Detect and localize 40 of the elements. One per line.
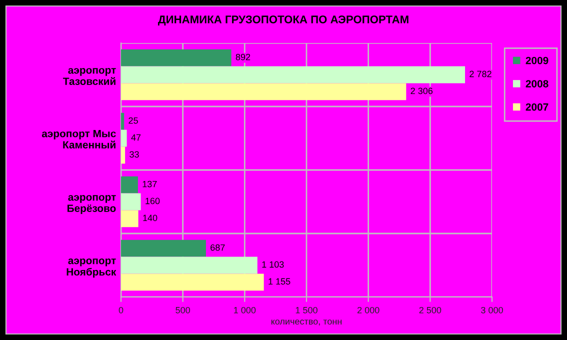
data-label: 1 103	[262, 261, 284, 268]
data-label: 137	[142, 180, 157, 188]
data-label: 33	[130, 151, 139, 158]
y-tick-label: аэропорт Мыс Каменный	[42, 130, 116, 148]
bar	[121, 210, 138, 228]
legend-label: 2008	[526, 80, 548, 88]
x-tick-label: 2 000	[357, 306, 380, 314]
data-label: 1 155	[268, 278, 290, 285]
x-tick-label: 500	[176, 306, 190, 314]
data-label: 2 306	[410, 88, 433, 94]
x-tick-label: 0	[118, 306, 124, 314]
y-tick-label: аэропорт Ноябрьск	[66, 258, 116, 278]
data-label: 25	[128, 117, 138, 124]
legend-label: 2007	[526, 103, 548, 111]
legend-label: 2009	[526, 56, 548, 64]
x-tick-label: 1 000	[234, 306, 256, 314]
bar	[121, 112, 124, 130]
x-tick-label: 1 500	[296, 306, 318, 314]
bar	[121, 146, 126, 164]
bar	[121, 176, 138, 194]
data-label: 160	[146, 198, 160, 204]
bar	[121, 130, 127, 147]
data-label: 140	[143, 214, 158, 222]
bar	[121, 193, 141, 210]
data-label: 47	[131, 134, 141, 141]
data-label: 687	[210, 244, 225, 251]
data-label: 2 782	[470, 70, 492, 78]
bar	[121, 49, 232, 66]
bar	[121, 256, 258, 274]
bar	[121, 274, 264, 291]
chart-title: ДИНАМИКА ГРУЗОПОТОКА ПО АЭРОПОРТАМ	[158, 16, 408, 26]
data-label: 892	[236, 54, 250, 60]
y-tick-label: аэропорт Берёзово	[68, 195, 116, 214]
bar	[121, 66, 466, 84]
x-tick-label: 3 000	[481, 306, 503, 314]
y-tick-label: аэропорт Тазовский	[63, 68, 116, 85]
x-axis-title: количество, тонн	[271, 320, 342, 326]
bar	[121, 83, 406, 100]
bar	[121, 240, 206, 257]
x-tick-label: 2 500	[419, 306, 442, 314]
